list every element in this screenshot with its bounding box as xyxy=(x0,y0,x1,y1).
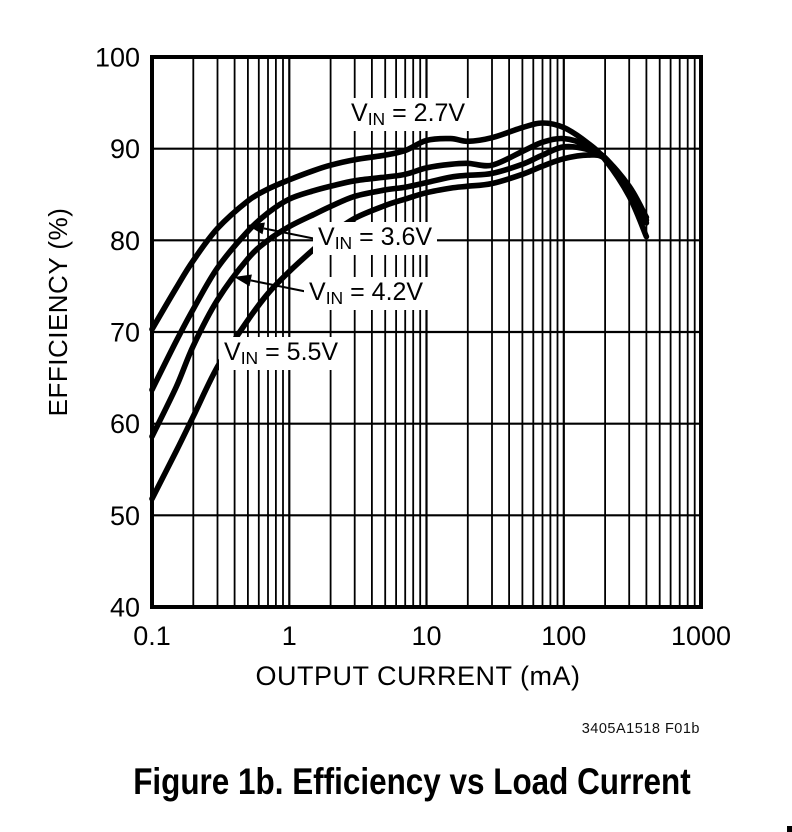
x-axis-title: OUTPUT CURRENT (mA) xyxy=(255,661,581,691)
figure-caption-text: Figure 1b. Efficiency vs Load Current xyxy=(133,761,691,802)
efficiency-curve-vin-4.2V xyxy=(149,143,650,440)
y-tick-labels: 100 90 80 70 60 50 40 xyxy=(95,43,140,623)
leader-arrow-vin-3.6 xyxy=(247,222,317,240)
leader-line xyxy=(250,279,314,294)
curve-label-vin-5.5: VIN = 5.5V xyxy=(219,337,344,370)
page-corner-mark xyxy=(787,826,792,832)
x-tick-label: 0.1 xyxy=(133,621,171,651)
efficiency-curve-vin-2.7V xyxy=(149,120,650,333)
y-axis-title: EFFICIENCY (%) xyxy=(43,207,73,417)
efficiency-curve-vin-5.5V xyxy=(149,152,650,502)
curve-label-vin-3.6: VIN = 3.6V xyxy=(313,222,438,255)
y-tick-label: 80 xyxy=(110,226,140,256)
x-tick-labels: 0.1 1 10 100 1000 xyxy=(133,621,731,651)
efficiency-curve-vin-3.6V xyxy=(149,135,650,393)
x-tick-label: 10 xyxy=(411,621,441,651)
leader-arrow-vin-4.2 xyxy=(234,274,314,294)
figure-caption: Figure 1b. Efficiency vs Load Current xyxy=(16,761,792,803)
y-tick-label: 60 xyxy=(110,409,140,439)
x-tick-label: 1000 xyxy=(671,621,731,651)
y-tick-label: 40 xyxy=(110,593,140,623)
y-tick-label: 90 xyxy=(110,134,140,164)
curve-label-vin-2.7: VIN = 2.7V xyxy=(346,98,471,131)
arrowhead-icon xyxy=(247,222,265,235)
arrowhead-icon xyxy=(234,274,252,287)
leader-line xyxy=(263,227,317,240)
curve-label-vin-4.2: VIN = 4.2V xyxy=(304,277,429,310)
y-tick-label: 70 xyxy=(110,318,140,348)
figure-note: 3405A1518 F01b xyxy=(581,721,700,737)
y-tick-label: 100 xyxy=(95,43,140,73)
x-tick-label: 100 xyxy=(541,621,586,651)
y-tick-label: 50 xyxy=(110,501,140,531)
x-tick-label: 1 xyxy=(282,621,297,651)
